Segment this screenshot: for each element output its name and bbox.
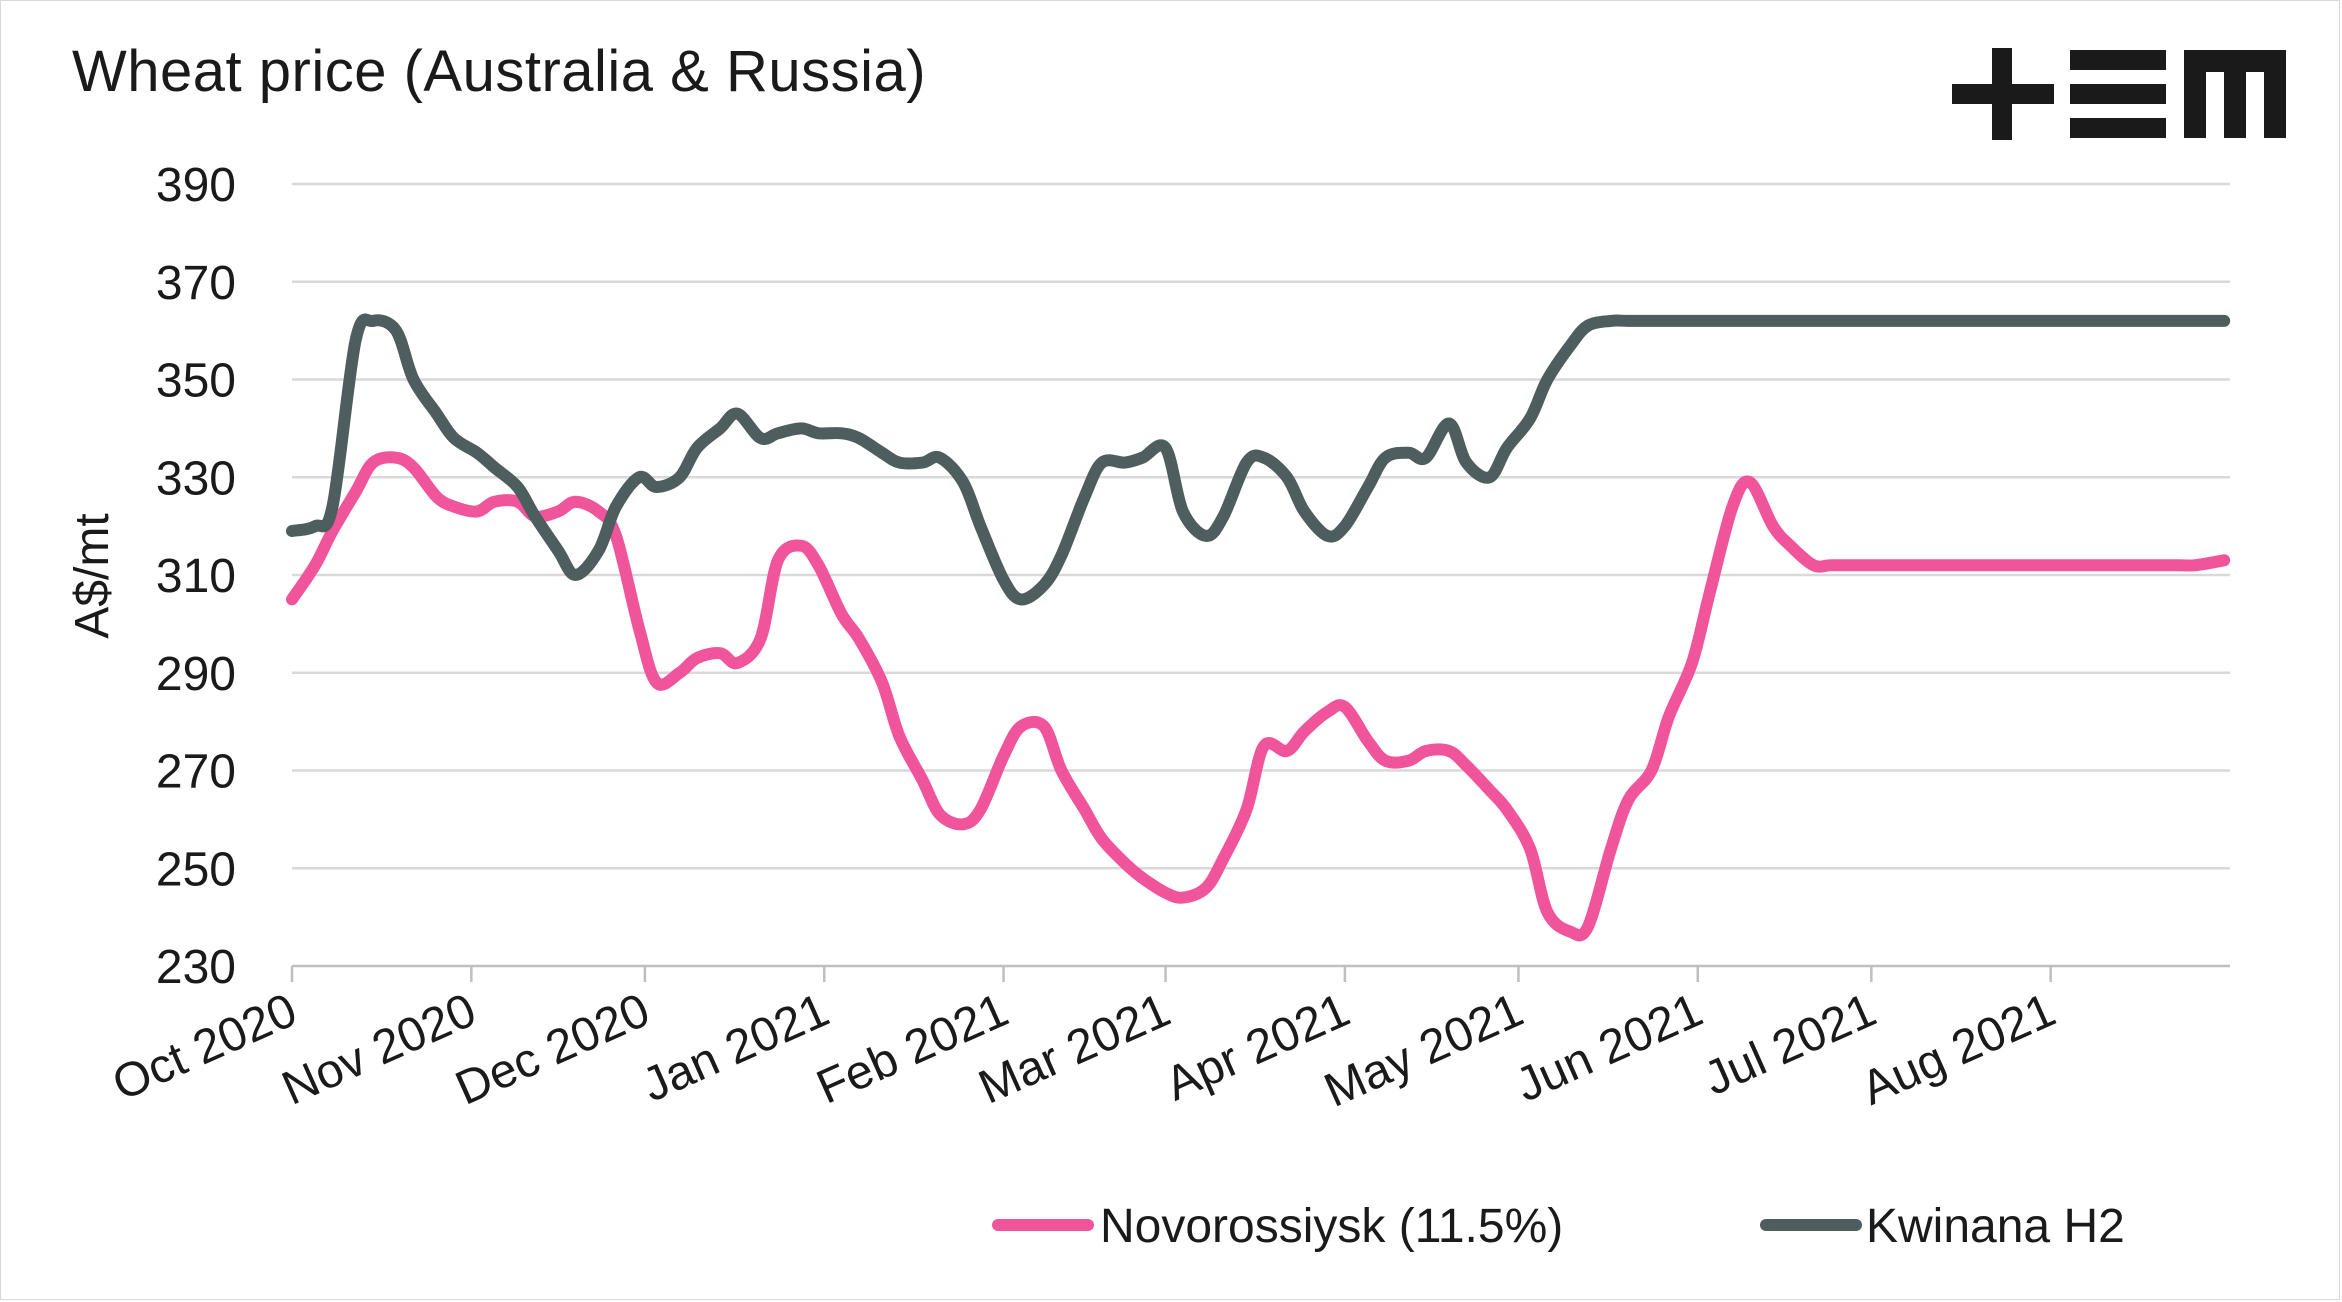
series-line-kwinana <box>286 313 2231 606</box>
series-line-novorossiysk <box>286 451 2231 942</box>
logo-bar-bottom <box>2070 118 2166 138</box>
y-tick-label: 290 <box>156 648 236 701</box>
y-tick-label: 250 <box>156 843 236 896</box>
x-tick-label: Oct 2020 <box>105 984 305 1112</box>
legend: Novorossiysk (11.5%) Kwinana H2 <box>992 1200 2125 1253</box>
y-axis-label: A$/mt <box>66 513 119 638</box>
y-tick-label: 330 <box>156 452 236 505</box>
x-tick-label: Jun 2021 <box>1508 984 1710 1113</box>
y-tick-label: 270 <box>156 746 236 799</box>
logo-bar-middle <box>2070 84 2166 104</box>
x-tick-label: Nov 2020 <box>275 984 484 1116</box>
y-tick-label: 370 <box>156 257 236 310</box>
tem-logo <box>1952 48 2286 145</box>
x-tick-label: Aug 2021 <box>1854 984 2063 1116</box>
x-tick-label: Jul 2021 <box>1696 984 1883 1106</box>
y-tick-label: 390 <box>156 159 236 212</box>
y-tick-labels: 230 250 270 290 310 330 350 370 390 <box>156 159 236 994</box>
series-lines <box>286 313 2231 942</box>
legend-item: Kwinana H2 <box>1760 1200 2125 1253</box>
legend-item: Novorossiysk (11.5%) <box>992 1200 1563 1253</box>
x-axis <box>290 964 2230 982</box>
logo-bar-top <box>2070 50 2166 70</box>
x-tick-label: Dec 2020 <box>448 984 657 1116</box>
logo-m-shape <box>2184 50 2286 138</box>
y-tick-label: 350 <box>156 355 236 408</box>
y-tick-label: 230 <box>156 941 236 994</box>
y-tick-label: 310 <box>156 550 236 603</box>
legend-label: Novorossiysk (11.5%) <box>1100 1200 1563 1253</box>
legend-label: Kwinana H2 <box>1866 1200 2125 1253</box>
logo-plus-horizontal <box>1952 84 2054 104</box>
x-tick-label: Jan 2021 <box>635 984 837 1113</box>
x-tick-label: May 2021 <box>1317 984 1531 1118</box>
chart-title: Wheat price (Australia & Russia) <box>72 39 927 104</box>
